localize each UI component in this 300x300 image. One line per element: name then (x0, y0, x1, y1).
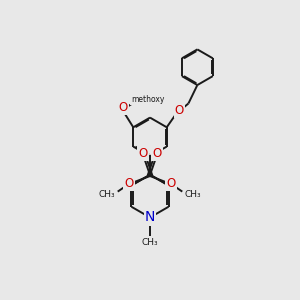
Text: CH₃: CH₃ (184, 190, 201, 199)
Text: CH₃: CH₃ (99, 190, 116, 199)
Text: CH₃: CH₃ (142, 238, 158, 247)
Text: O: O (118, 101, 128, 114)
Text: O: O (167, 177, 176, 190)
Text: O: O (152, 147, 162, 160)
Text: O: O (175, 104, 184, 117)
Text: methoxy: methoxy (131, 95, 164, 104)
Text: O: O (138, 147, 148, 160)
Text: N: N (145, 211, 155, 224)
Text: O: O (124, 177, 134, 190)
